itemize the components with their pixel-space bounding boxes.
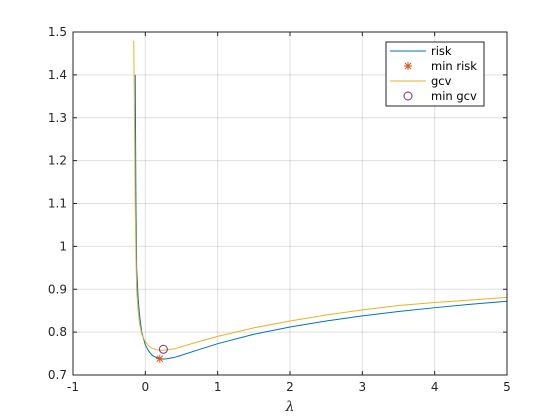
y-tick-label: 1.4: [48, 68, 67, 82]
legend-swatch-min-risk: [404, 62, 412, 70]
series-layer: [133, 40, 508, 363]
y-tick-label: 1: [59, 239, 67, 253]
y-tick-label: 1.3: [48, 111, 67, 125]
legend-box: [385, 41, 485, 107]
legend-swatch-min-gcv: [403, 91, 413, 101]
x-tick-label: -1: [67, 380, 79, 394]
y-tick-label: 1.5: [48, 25, 67, 39]
y-tick-label: 0.7: [48, 368, 67, 382]
legend-label-risk: risk: [431, 44, 452, 58]
y-tick-label: 0.9: [48, 282, 67, 296]
x-tick-label: 3: [359, 380, 367, 394]
y-tick-label: 0.8: [48, 325, 67, 339]
x-tick-label: 2: [286, 380, 294, 394]
series-gcv-line: [133, 40, 508, 351]
x-tick-label: 5: [503, 380, 511, 394]
legend-label-min-risk: min risk: [431, 59, 477, 73]
series-min-risk-marker: [155, 354, 164, 363]
x-tick-label: 1: [214, 380, 222, 394]
legend-label-min-gcv: min gcv: [431, 89, 477, 103]
series-risk-line: [134, 74, 508, 360]
x-axis-label: λ: [285, 399, 295, 415]
y-tick-label: 1.2: [48, 154, 67, 168]
y-tick-label: 1.1: [48, 197, 67, 211]
legend-label-gcv: gcv: [431, 74, 452, 88]
ticks: -1 0 1 2 3 4 5 0.7 0.8 0.9 1 1.1 1.2 1.3 1.4 1.5: [48, 25, 511, 394]
x-tick-label: 0: [142, 380, 150, 394]
series-min-gcv-marker: [158, 344, 168, 354]
x-tick-label: 4: [431, 380, 439, 394]
